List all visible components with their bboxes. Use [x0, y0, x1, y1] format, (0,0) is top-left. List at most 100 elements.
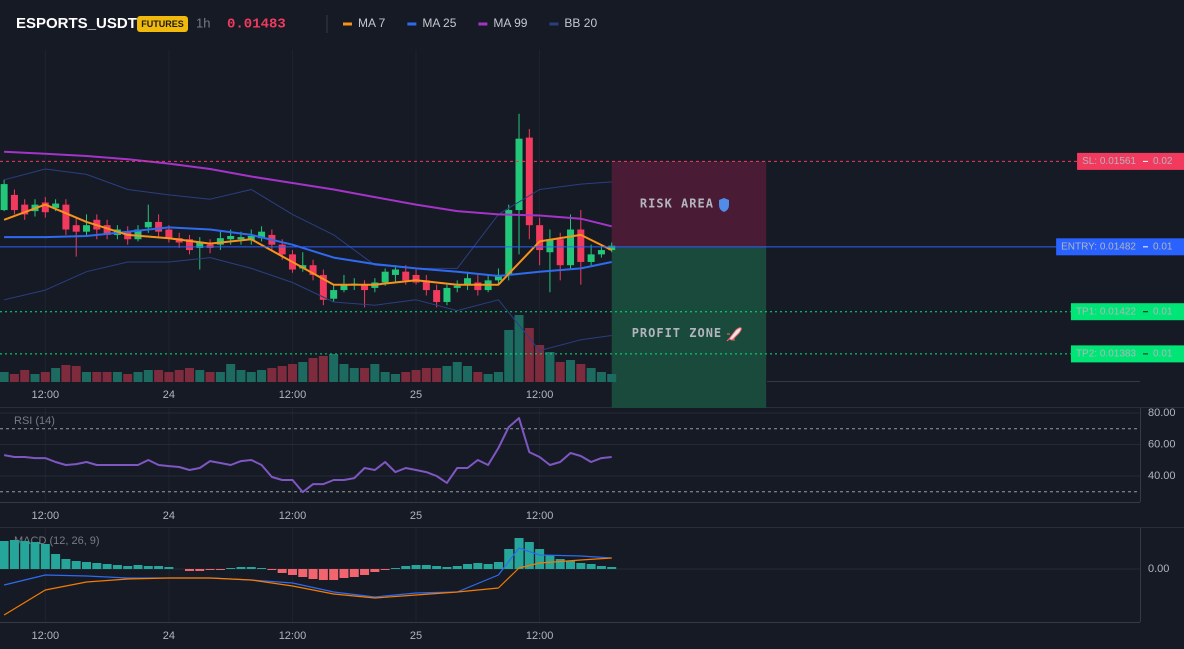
histogram-bar: [0, 541, 9, 569]
volume-bar: [40, 372, 50, 382]
candle-body: [412, 274, 420, 283]
histogram-bar: [236, 567, 246, 569]
candle-body: [422, 280, 430, 291]
histogram-bar: [61, 559, 71, 569]
candle-body: [237, 237, 245, 240]
level-value: 0.01: [1153, 349, 1173, 360]
volume-bar: [195, 370, 205, 382]
histogram-bar: [535, 549, 545, 569]
candle-body: [103, 225, 111, 235]
histogram-bar: [370, 569, 380, 572]
volume-bar: [421, 368, 431, 382]
histogram-bar: [318, 569, 328, 580]
volume-bar: [143, 370, 153, 382]
volume-bar: [535, 345, 545, 382]
indicator-line: [3, 168, 612, 269]
histogram-bar: [184, 569, 194, 571]
legend-label[interactable]: MA 7: [358, 16, 386, 30]
candle-body: [0, 184, 8, 211]
x-tick-label: 12:00: [32, 510, 60, 522]
volume-bar: [308, 358, 318, 382]
zone-label: RISK AREA: [640, 197, 714, 211]
histogram-bar: [133, 565, 143, 569]
candle-body: [185, 239, 193, 251]
histogram-bar: [483, 564, 493, 569]
candle-body: [340, 284, 348, 291]
volume-bar: [164, 372, 174, 382]
legend-label[interactable]: BB 20: [564, 16, 597, 30]
volume-bar: [246, 372, 256, 382]
volume-bar: [0, 372, 9, 382]
volume-bar: [257, 370, 267, 382]
volume-bar: [20, 370, 30, 382]
volume-bar: [493, 372, 503, 382]
histogram-bar: [257, 568, 267, 569]
x-tick-label: 25: [410, 389, 422, 401]
candle-body: [206, 244, 214, 248]
volume-bar: [92, 372, 102, 382]
histogram-bar: [401, 566, 411, 569]
volume-bar: [9, 374, 19, 382]
volume-bar: [51, 368, 61, 382]
volume-bar: [545, 352, 555, 382]
volume-bar: [370, 364, 380, 382]
volume-bar: [154, 370, 164, 382]
level-tag-bg: [1070, 345, 1184, 363]
candle-body: [52, 203, 60, 208]
histogram-bar: [442, 567, 452, 569]
histogram-bar: [92, 563, 102, 569]
histogram-bar: [421, 565, 431, 569]
indicator-line: [3, 203, 613, 286]
x-tick-label: 12:00: [526, 630, 554, 642]
volume-bar: [390, 374, 400, 382]
histogram-bar: [308, 569, 318, 579]
interval[interactable]: 1h: [196, 15, 210, 30]
volume-bar: [442, 366, 452, 382]
histogram-bar: [143, 566, 153, 569]
histogram-bar: [566, 561, 576, 569]
shield-icon: [719, 198, 729, 212]
candle-body: [464, 278, 472, 285]
candle-body: [309, 265, 317, 275]
histogram-bar: [102, 564, 112, 569]
x-tick-label: 12:00: [526, 389, 554, 401]
y-tick-label: 40.00: [1148, 470, 1176, 482]
volume-bar: [71, 366, 81, 382]
legend: MA 7 MA 25 MA 99 BB 20: [343, 16, 597, 30]
histogram-bar: [339, 569, 349, 578]
histogram-bar: [586, 564, 596, 569]
volume-bar: [483, 374, 493, 382]
volume-bar: [215, 372, 225, 382]
volume-bar: [298, 362, 308, 382]
volume-bar: [360, 368, 370, 382]
volume-bar: [318, 356, 328, 382]
indicator-line: [4, 150, 612, 228]
volume-bar: [555, 362, 565, 382]
candle-body: [62, 204, 70, 230]
histogram-bar: [9, 540, 19, 569]
x-tick-label: 12:00: [32, 389, 60, 401]
histogram-bar: [411, 565, 421, 569]
x-tick-label: 25: [410, 630, 422, 642]
histogram-bar: [349, 569, 359, 577]
volume-bar: [576, 364, 586, 382]
legend-label[interactable]: MA 99: [493, 16, 527, 30]
volume-bar: [596, 372, 606, 382]
histogram-bar: [555, 559, 565, 569]
indicator-line: [4, 226, 612, 277]
level-label: ENTRY: 0.01482: [1061, 241, 1136, 252]
symbol: ESPORTS_USDT: [16, 15, 137, 32]
histogram-bar: [164, 567, 174, 569]
level-value: 0.01: [1153, 241, 1173, 252]
candle-body: [155, 221, 163, 232]
histogram-bar: [432, 566, 442, 569]
legend-label[interactable]: MA 25: [422, 16, 456, 30]
volume-bar: [112, 372, 122, 382]
candle-body: [546, 239, 554, 253]
candle-body: [72, 225, 80, 232]
candle-body: [536, 225, 544, 251]
histogram-bar: [463, 564, 473, 569]
level-label: TP1: 0.01422: [1076, 306, 1136, 317]
candle-body: [41, 202, 49, 213]
